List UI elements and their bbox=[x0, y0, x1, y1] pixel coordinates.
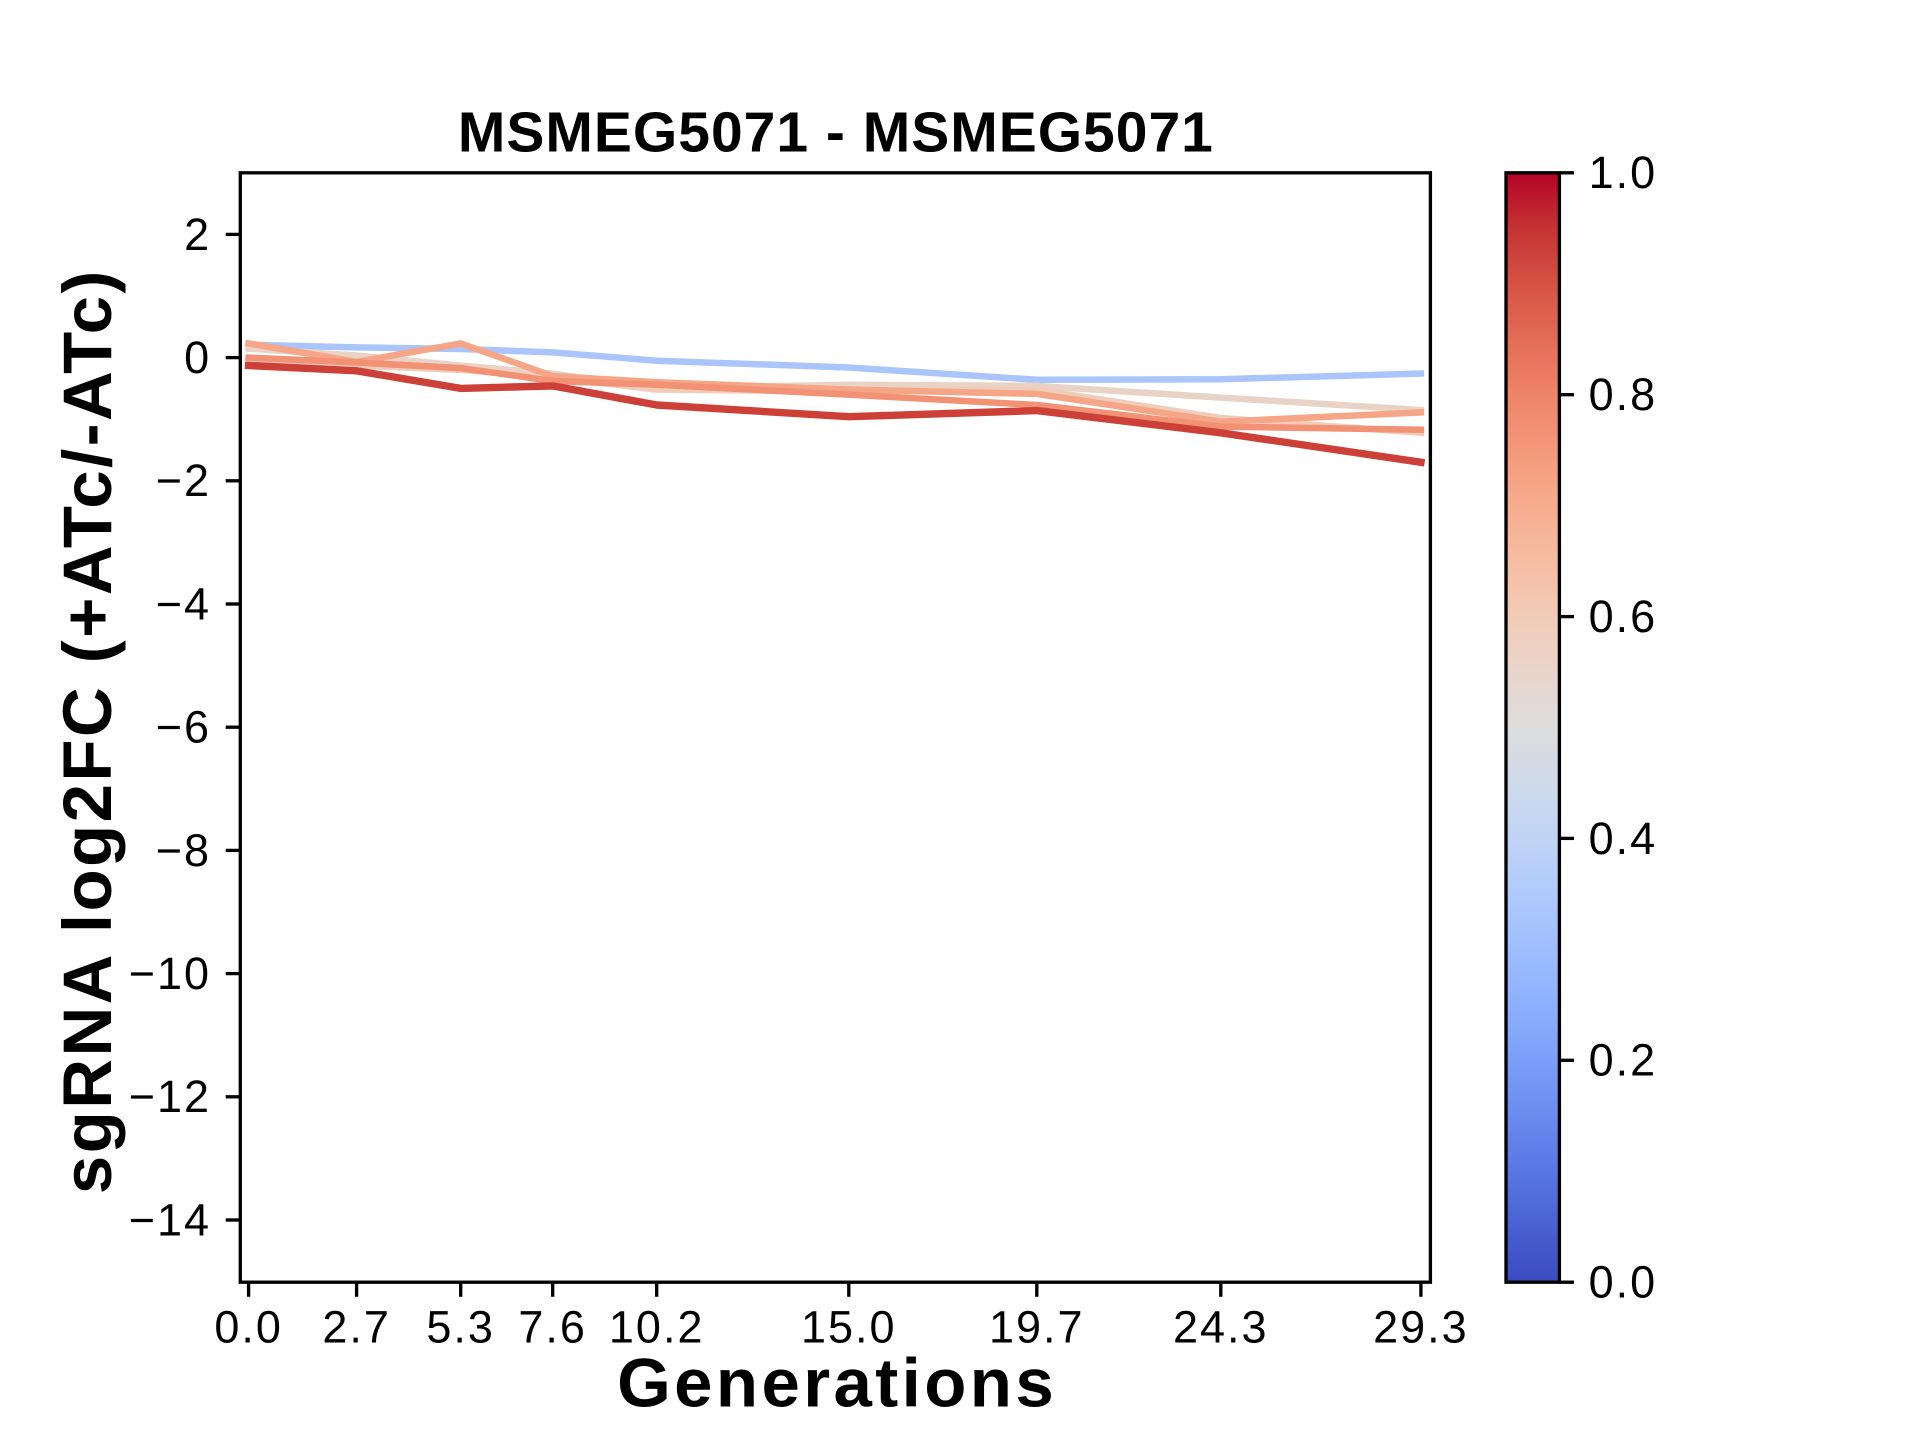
svg-text:0.6: 0.6 bbox=[1589, 591, 1658, 642]
svg-text:1.0: 1.0 bbox=[1589, 147, 1658, 198]
svg-text:sgRNA log2FC (+ATc/-ATc): sgRNA log2FC (+ATc/-ATc) bbox=[49, 268, 126, 1194]
svg-text:15.0: 15.0 bbox=[801, 1301, 897, 1352]
svg-text:5.3: 5.3 bbox=[426, 1301, 495, 1352]
svg-text:Generations: Generations bbox=[617, 1345, 1057, 1422]
svg-text:2.7: 2.7 bbox=[322, 1301, 391, 1352]
svg-text:0.0: 0.0 bbox=[1589, 1257, 1658, 1308]
svg-text:−6: −6 bbox=[156, 702, 211, 753]
svg-text:−10: −10 bbox=[129, 948, 211, 999]
svg-text:19.7: 19.7 bbox=[989, 1301, 1085, 1352]
svg-text:2: 2 bbox=[184, 209, 211, 260]
svg-text:0: 0 bbox=[184, 332, 211, 383]
svg-text:−14: −14 bbox=[129, 1194, 211, 1245]
svg-text:0.0: 0.0 bbox=[214, 1301, 283, 1352]
svg-text:−8: −8 bbox=[156, 825, 211, 876]
svg-text:10.2: 10.2 bbox=[609, 1301, 705, 1352]
svg-text:0.8: 0.8 bbox=[1589, 369, 1658, 420]
svg-text:0.4: 0.4 bbox=[1589, 813, 1658, 864]
svg-text:7.6: 7.6 bbox=[518, 1301, 587, 1352]
svg-text:−12: −12 bbox=[129, 1071, 211, 1122]
svg-text:−4: −4 bbox=[156, 578, 211, 629]
svg-text:−2: −2 bbox=[156, 455, 211, 506]
svg-text:0.2: 0.2 bbox=[1589, 1035, 1658, 1086]
svg-text:MSMEG5071 - MSMEG5071: MSMEG5071 - MSMEG5071 bbox=[458, 100, 1214, 164]
svg-text:24.3: 24.3 bbox=[1173, 1301, 1269, 1352]
svg-text:29.3: 29.3 bbox=[1373, 1301, 1469, 1352]
